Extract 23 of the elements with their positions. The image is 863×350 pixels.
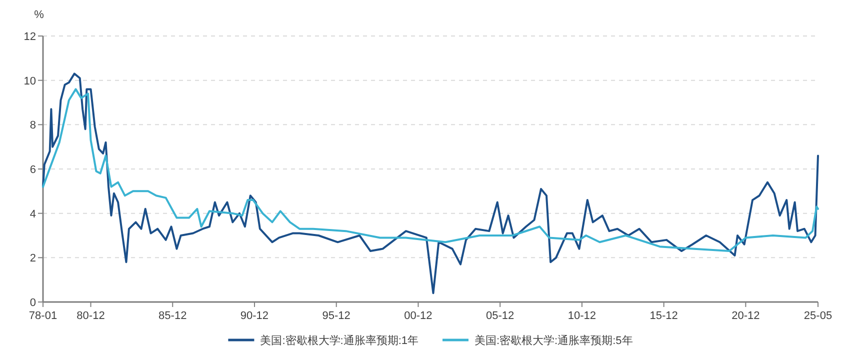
y-tick-label: 4 — [30, 208, 36, 220]
line-series — [42, 88, 819, 252]
x-tick-label: 90-12 — [240, 310, 269, 322]
legend-label: 美国:密歇根大学:通胀率预期:1年 — [260, 334, 418, 347]
y-tick-label: 6 — [30, 164, 36, 176]
x-tick-label: 25-05 — [804, 310, 832, 322]
y-tick-label: 2 — [30, 252, 36, 265]
y-tick-label: 12 — [24, 31, 36, 43]
x-tick-label: 95-12 — [322, 310, 350, 322]
y-tick-label: 10 — [24, 75, 36, 88]
y-tick-label: 0 — [30, 297, 36, 309]
y-tick-label: 8 — [30, 120, 36, 132]
x-tick-label: 80-12 — [76, 310, 105, 322]
line-series — [42, 72, 819, 294]
x-tick-label: 15-12 — [650, 310, 678, 322]
x-tick-label: 78-01 — [28, 310, 58, 322]
x-tick-label: 00-12 — [404, 310, 432, 322]
x-tick-label: 20-12 — [732, 310, 760, 322]
x-tick-label: 85-12 — [158, 310, 187, 322]
y-axis-title: % — [34, 9, 44, 21]
x-tick-label: 10-12 — [568, 310, 596, 322]
x-tick-label: 05-12 — [486, 310, 514, 322]
legend-label: 美国:密歇根大学:通胀率预期:5年 — [474, 334, 633, 347]
